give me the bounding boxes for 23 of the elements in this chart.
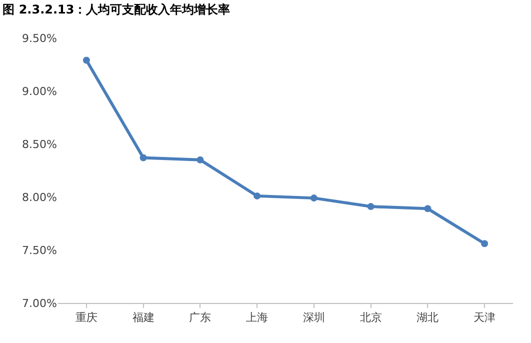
point bbox=[82, 56, 90, 64]
x-tick-label: 广东 bbox=[189, 311, 212, 324]
x-tick-label: 重庆 bbox=[75, 311, 98, 324]
y-tick-label: 9.50% bbox=[22, 32, 57, 45]
point bbox=[367, 203, 374, 210]
point bbox=[310, 194, 318, 202]
x-tick-label: 福建 bbox=[132, 311, 154, 324]
y-tick-label: 8.50% bbox=[22, 138, 57, 151]
y-tick-label: 7.50% bbox=[22, 244, 57, 257]
point bbox=[481, 240, 488, 248]
x-tick-label: 天津 bbox=[474, 311, 496, 324]
point bbox=[254, 192, 261, 200]
chart-title: 图 2.3.2.13：人均可支配收入年均增长率 bbox=[2, 2, 230, 17]
y-tick-label: 9.00% bbox=[22, 84, 57, 98]
point bbox=[424, 205, 432, 212]
point bbox=[196, 156, 204, 164]
y-tick-label: 7.00% bbox=[22, 296, 57, 310]
x-tick-label: 深圳 bbox=[302, 311, 325, 324]
y-tick-label: 8.00% bbox=[22, 190, 57, 204]
x-tick-label: 湖北 bbox=[416, 311, 439, 324]
x-tick-label: 上海 bbox=[246, 311, 268, 324]
x-tick-label: 北京 bbox=[360, 311, 382, 324]
point bbox=[140, 154, 147, 162]
